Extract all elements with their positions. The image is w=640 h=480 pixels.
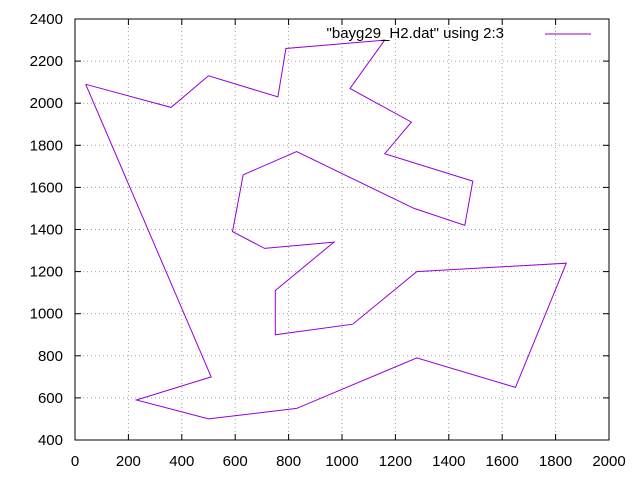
series-line: [85, 39, 568, 420]
x-tick-label: 1400: [432, 453, 465, 470]
y-tick-label: 2000: [30, 95, 63, 112]
legend-label: "bayg29_H2.dat" using 2:3: [327, 25, 504, 42]
x-tick-label: 800: [276, 453, 301, 470]
x-tick-label: 1800: [539, 453, 572, 470]
x-tick-label: 200: [116, 453, 141, 470]
y-tick-label: 1800: [30, 137, 63, 154]
x-tick-label: 400: [169, 453, 194, 470]
y-tick-label: 1000: [30, 306, 63, 323]
y-tick-label: 2200: [30, 53, 63, 70]
plot-border: [74, 18, 610, 441]
x-tick-label: 1200: [379, 453, 412, 470]
y-tick-label: 1400: [30, 222, 63, 239]
legend: "bayg29_H2.dat" using 2:3: [327, 25, 591, 42]
axis-ticks: [74, 18, 610, 441]
y-tick-label: 600: [38, 390, 63, 407]
grid-lines: [75, 19, 609, 440]
series-lines: [85, 39, 568, 420]
y-tick-label: 1200: [30, 264, 63, 281]
x-tick-label: 1000: [325, 453, 358, 470]
x-tick-label: 1600: [486, 453, 519, 470]
y-axis-tick-labels: 400 600 800 1000 1200 1400 1600 1800 2000 2200 240…: [30, 11, 63, 449]
x-axis-tick-labels: 0 200 400 600 800 1000 1200 1400 1600 1800 2000: [71, 453, 626, 470]
y-tick-label: 1600: [30, 179, 63, 196]
x-tick-label: 2000: [592, 453, 625, 470]
y-tick-label: 400: [38, 432, 63, 449]
y-tick-label: 800: [38, 348, 63, 365]
y-tick-label: 2400: [30, 11, 63, 28]
x-tick-label: 600: [223, 453, 248, 470]
x-tick-label: 0: [71, 453, 79, 470]
